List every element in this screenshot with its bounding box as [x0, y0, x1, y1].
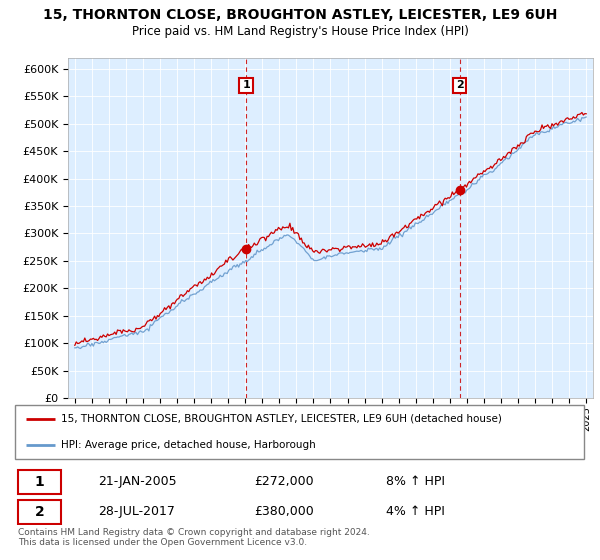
Text: 2: 2 — [35, 505, 44, 519]
Text: HPI: Average price, detached house, Harborough: HPI: Average price, detached house, Harb… — [61, 440, 316, 450]
FancyBboxPatch shape — [18, 470, 61, 494]
Text: £380,000: £380,000 — [254, 505, 314, 519]
FancyBboxPatch shape — [15, 405, 584, 459]
Text: 8% ↑ HPI: 8% ↑ HPI — [386, 475, 445, 488]
FancyBboxPatch shape — [18, 500, 61, 524]
Text: Price paid vs. HM Land Registry's House Price Index (HPI): Price paid vs. HM Land Registry's House … — [131, 25, 469, 38]
Text: 1: 1 — [35, 475, 44, 489]
Text: 21-JAN-2005: 21-JAN-2005 — [98, 475, 177, 488]
Text: 15, THORNTON CLOSE, BROUGHTON ASTLEY, LEICESTER, LE9 6UH: 15, THORNTON CLOSE, BROUGHTON ASTLEY, LE… — [43, 8, 557, 22]
Text: 4% ↑ HPI: 4% ↑ HPI — [386, 505, 445, 519]
Text: £272,000: £272,000 — [254, 475, 314, 488]
Text: 1: 1 — [242, 81, 250, 90]
Text: 2: 2 — [455, 81, 463, 90]
Text: Contains HM Land Registry data © Crown copyright and database right 2024.
This d: Contains HM Land Registry data © Crown c… — [18, 528, 370, 548]
Text: 15, THORNTON CLOSE, BROUGHTON ASTLEY, LEICESTER, LE9 6UH (detached house): 15, THORNTON CLOSE, BROUGHTON ASTLEY, LE… — [61, 414, 502, 424]
Text: 28-JUL-2017: 28-JUL-2017 — [98, 505, 175, 519]
